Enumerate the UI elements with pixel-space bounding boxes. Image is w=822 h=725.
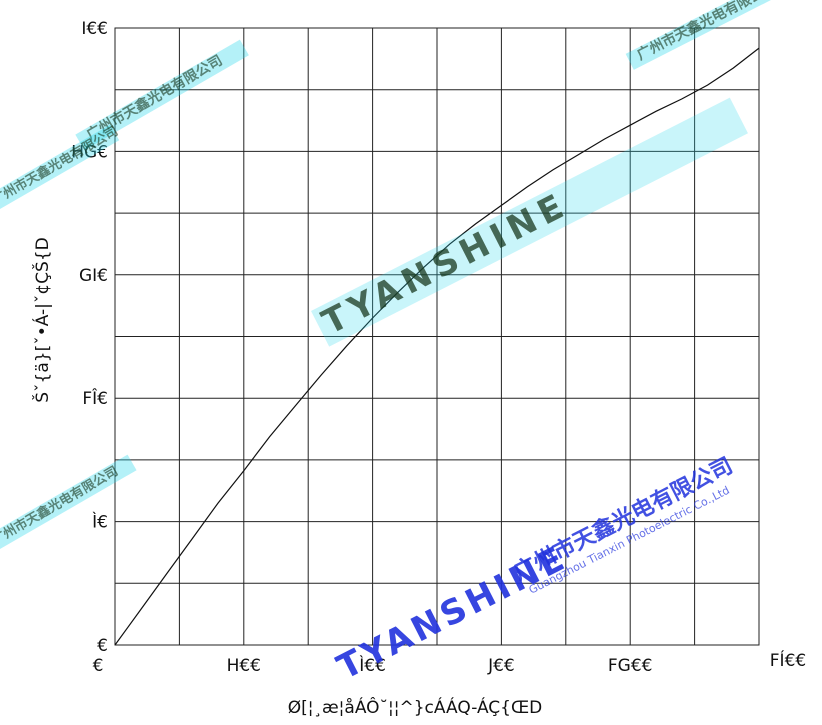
x-tick-label: €	[93, 656, 104, 676]
x-tick-label: FÍ€€	[770, 649, 806, 671]
watermark-left-mid: 广州市天鑫光电有限公司	[0, 123, 121, 216]
x-tick-label: H€€	[227, 656, 261, 676]
x-tick-label: Ì€€	[359, 654, 386, 676]
watermark-company-cn: 广州市天鑫光电有限公司	[510, 453, 737, 586]
series-line	[114, 47, 760, 646]
watermark-center: TYANSHINE	[311, 97, 748, 347]
watermark-top-right: 广州市天鑫光电有限公司	[625, 0, 804, 70]
grid	[115, 28, 759, 645]
watermark-company-cn-4: 广州市天鑫光电有限公司	[0, 123, 121, 208]
x-tick-labels: € H€€ Ì€€ J€€ FG€€ FÍ€€	[93, 649, 807, 676]
y-axis-label: Šˇ{ä}[ˇ•Á-|ˇ¢ÇŠ{D	[31, 237, 53, 403]
y-tick-labels: € Ì€ FÎ€ GI€ HG€ I€€	[71, 19, 108, 656]
watermark-brand: TYANSHINE	[316, 185, 575, 343]
watermark-company-cn-5: 广州市天鑫光电有限公司	[0, 463, 121, 548]
y-tick-label: I€€	[81, 19, 108, 39]
watermark-left-low: 广州市天鑫光电有限公司	[0, 454, 137, 556]
y-tick-label: FÎ€	[82, 387, 108, 409]
watermark-bottom: TYANSHINE 广州市天鑫光电有限公司 Guangzhou Tianxin …	[331, 453, 737, 688]
x-axis-label: Ø[¦¸æ¦åÁÔ˘¦¦^}cÁÁQ-ÁÇ{ŒD	[288, 696, 543, 718]
y-tick-label: GI€	[79, 266, 108, 286]
x-tick-label: J€€	[487, 656, 515, 676]
x-tick-label: FG€€	[608, 656, 653, 676]
y-tick-label: Ì€	[92, 511, 108, 533]
y-tick-label: HG€	[71, 142, 108, 162]
plot-frame	[114, 27, 760, 646]
y-tick-label: €	[97, 636, 108, 656]
